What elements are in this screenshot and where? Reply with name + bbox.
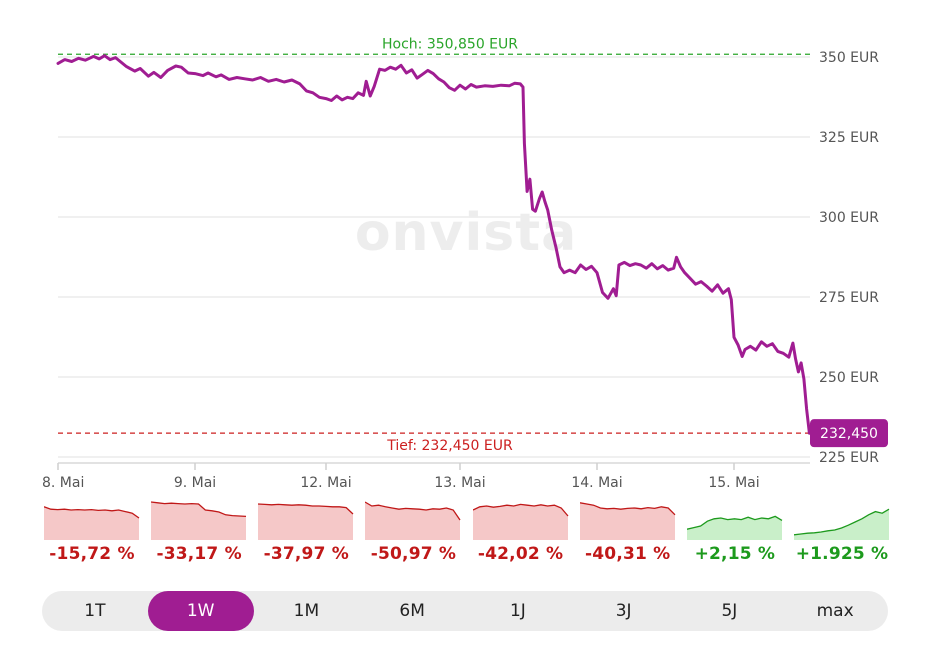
price-chart: onvista 350 EUR 325 EUR 300 EUR 275 EUR 250 …	[42, 36, 888, 490]
x-tick-label: 15. Mai	[708, 475, 759, 490]
y-tick-label: 350 EUR	[819, 50, 879, 66]
y-tick-label: 300 EUR	[819, 210, 879, 226]
high-low-lines: Hoch: 350,850 EUR Tief: 232,450 EUR	[58, 36, 810, 454]
last-price-box	[810, 419, 888, 448]
mini-chart-area	[472, 504, 568, 540]
low-label-bg	[368, 436, 533, 453]
last-price-label: 232,450	[820, 426, 878, 442]
mini-chart-percent: -15,72 %	[49, 544, 135, 564]
mini-chart-graph	[365, 501, 461, 540]
mini-chart-line	[151, 501, 247, 518]
mini-chart-percent: -40,31 %	[585, 544, 671, 564]
mini-chart-graph	[472, 503, 569, 540]
y-tick-label: 325 EUR	[819, 130, 879, 146]
mini-chart-4[interactable]: -50,97 %	[365, 496, 461, 574]
x-tick-label: 8. Mai	[42, 475, 84, 490]
mini-chart-line	[365, 501, 461, 521]
y-tick-label: 225 EUR	[819, 450, 879, 466]
period-tabs: 1T 1W 1M 6M 1J 3J 5J max	[42, 591, 888, 631]
y-axis: 350 EUR 325 EUR 300 EUR 275 EUR 250 EUR 225 E…	[819, 50, 879, 466]
chart-grid	[58, 56, 810, 464]
mini-chart-line	[258, 503, 354, 515]
mini-chart-5[interactable]: -42,02 %	[472, 496, 569, 574]
mini-chart-6[interactable]: -40,31 %	[579, 496, 676, 574]
tab-max[interactable]: max	[816, 601, 854, 621]
series-line	[56, 54, 811, 435]
x-tick-label: 14. Mai	[571, 475, 622, 490]
low-label: Tief: 232,450 EUR	[386, 438, 513, 454]
mini-chart-graph	[44, 506, 140, 540]
y-tick-label: 250 EUR	[819, 370, 879, 386]
tab-1t[interactable]: 1T	[84, 601, 106, 621]
performance-strip: -15,72 % -33,17 % -37,97 % -50,97 % -42,02 %…	[44, 496, 890, 574]
mini-chart-line	[686, 515, 783, 530]
high-label: Hoch: 350,850 EUR	[382, 36, 518, 52]
y-tick-label: 275 EUR	[819, 290, 879, 306]
mini-chart-percent: +2,15 %	[694, 544, 776, 564]
tab-1w[interactable]: 1W	[147, 591, 254, 631]
mini-chart-graph	[151, 501, 247, 540]
mini-chart-percent: +1.925 %	[795, 544, 889, 564]
tab-6m[interactable]: 6M	[399, 601, 425, 621]
last-price-badge: 232,450	[810, 419, 888, 448]
mini-chart-percent: -42,02 %	[477, 544, 564, 564]
tab-1m[interactable]: 1M	[293, 601, 320, 621]
mini-chart-line	[793, 508, 890, 536]
mini-chart-percent: -50,97 %	[370, 544, 457, 564]
mini-chart-percent: -37,97 %	[263, 544, 349, 564]
mini-chart-8[interactable]: +1.925 %	[793, 496, 890, 574]
mini-chart-area	[258, 504, 354, 540]
mini-chart-graph	[258, 503, 354, 540]
mini-chart-2[interactable]: -33,17 %	[151, 496, 247, 574]
mini-chart-area	[686, 516, 782, 540]
mini-chart-graph	[579, 502, 676, 540]
mini-chart-area	[793, 509, 889, 540]
mini-chart-line	[579, 502, 676, 516]
x-axis: 8. Mai 9. Mai 12. Mai 13. Mai 14. Mai 15. Mai	[42, 463, 760, 490]
mini-chart-line	[44, 506, 140, 519]
mini-chart-graph	[686, 515, 783, 540]
tab-5j[interactable]: 5J	[721, 601, 738, 621]
mini-chart-3[interactable]: -37,97 %	[258, 496, 354, 574]
mini-chart-area	[365, 502, 461, 540]
mini-chart-area	[151, 502, 247, 540]
mini-chart-7[interactable]: +2,15 %	[686, 496, 783, 574]
mini-chart-graph	[793, 508, 890, 540]
x-tick-label: 9. Mai	[174, 475, 216, 490]
mini-chart-1[interactable]: -15,72 %	[44, 496, 140, 574]
mini-chart-area	[44, 506, 139, 540]
mini-chart-area	[579, 502, 675, 540]
tab-3j[interactable]: 3J	[615, 601, 632, 621]
x-tick-label: 13. Mai	[434, 475, 485, 490]
watermark-logo: onvista	[355, 203, 577, 263]
mini-chart-line	[472, 503, 569, 517]
mini-chart-percent: -33,17 %	[156, 544, 242, 564]
x-tick-label: 12. Mai	[300, 475, 351, 490]
tab-1j[interactable]: 1J	[509, 601, 526, 621]
